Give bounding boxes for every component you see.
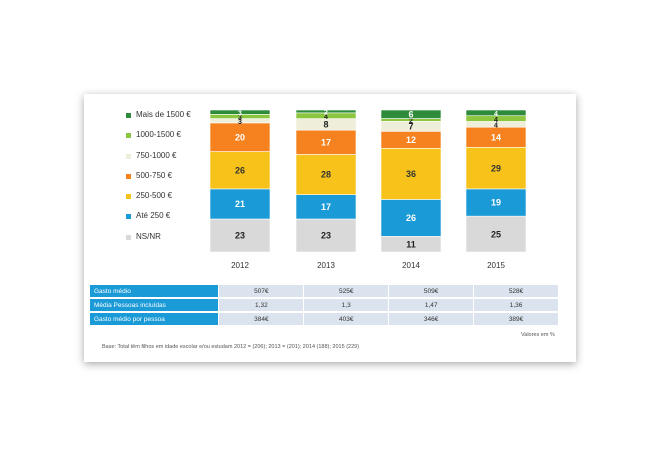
bar-segment — [380, 148, 442, 200]
bar-segment — [465, 109, 527, 117]
bar-segment — [209, 188, 271, 220]
bar-value-label: 11 — [406, 239, 416, 249]
bar-value-label: 8 — [323, 120, 328, 130]
bar-segment — [465, 188, 527, 217]
bar-value-label: 26 — [406, 213, 416, 223]
bar-value-label: 17 — [321, 137, 331, 147]
legend-swatch — [126, 234, 131, 240]
table-row: Gasto médio por pessoa 384€ 403€ 346€ 38… — [90, 313, 558, 325]
chart-card: 23 21 26 20 3 3 3 2012 23 17 28 17 8 4 2 2013 11 26 36 12 7 2… — [84, 94, 576, 362]
legend-label: Mais de 1500 € — [136, 110, 191, 119]
bar-segment — [295, 109, 357, 114]
bar-value-label: 6 — [408, 109, 413, 119]
bar-value-label: 2 — [409, 118, 413, 125]
summary-table: Gasto médio 507€ 525€ 509€ 528€ Média Pe… — [90, 283, 558, 327]
legend-swatch — [126, 113, 131, 118]
bar-value-label: 19 — [491, 198, 501, 208]
bar-segment — [295, 194, 357, 220]
bar-segment — [295, 154, 357, 195]
bar-value-label: 26 — [235, 165, 245, 175]
bar-value-label: 3 — [238, 115, 242, 122]
bar-value-label: 4 — [494, 111, 498, 118]
bar-segment — [209, 122, 271, 152]
table-cell: 528€ — [473, 285, 558, 297]
row-header: Média Pessoas incluídas — [90, 299, 219, 311]
bar-segment — [209, 109, 271, 115]
bar-value-label: 12 — [406, 135, 416, 145]
bar-value-label: 4 — [494, 123, 498, 130]
bar-value-label: 36 — [406, 169, 416, 179]
legend-swatch — [126, 194, 131, 200]
table-cell: 389€ — [473, 313, 558, 325]
legend-label: 250-500 € — [136, 191, 173, 201]
legend-swatch — [126, 153, 131, 159]
bar-value-label: 23 — [235, 231, 245, 241]
bar-value-label: 14 — [491, 132, 501, 142]
bar-value-label: 4 — [324, 114, 328, 121]
table-cell: 1,3 — [303, 299, 389, 311]
bar-segment — [295, 218, 357, 253]
row-header: Gasto médio por pessoa — [90, 313, 219, 325]
bar-segment — [465, 215, 527, 253]
table-cell: 509€ — [388, 285, 474, 297]
bar-value-label: 23 — [321, 231, 331, 241]
bar-segment — [465, 146, 527, 190]
legend-swatch — [126, 173, 131, 179]
row-header: Gasto médio — [90, 285, 219, 297]
bar-value-label: 4 — [494, 117, 498, 124]
units-note: Valores em % — [521, 332, 555, 338]
bar-value-label: 3 — [238, 110, 242, 117]
x-tick-label: 2012 — [231, 261, 249, 270]
table-cell: 346€ — [388, 313, 474, 325]
table-row: Gasto médio 507€ 525€ 509€ 528€ — [90, 285, 558, 297]
table-cell: 403€ — [303, 313, 389, 325]
bar-value-label: 28 — [321, 170, 331, 180]
legend-swatch — [126, 133, 131, 139]
legend-label: Até 250 € — [136, 211, 171, 221]
bar-value-label: 7 — [408, 122, 413, 132]
bar-value-label: 3 — [238, 119, 242, 126]
table-cell: 384€ — [218, 313, 304, 325]
bar-value-label: 20 — [235, 132, 245, 142]
table-cell: 1,36 — [473, 299, 558, 311]
table-cell: 1,32 — [218, 299, 304, 311]
bar-value-label: 21 — [235, 199, 245, 209]
bar-value-label: 25 — [491, 229, 501, 239]
bar-segment — [380, 109, 442, 119]
bar-segment — [295, 129, 357, 155]
bar-value-label: 29 — [491, 163, 501, 173]
table-cell: 1,47 — [388, 299, 474, 311]
legend-label: 750-1000 € — [136, 150, 177, 160]
legend-swatch — [126, 214, 131, 220]
legend-label: 500-750 € — [136, 170, 173, 180]
bar-segment — [380, 199, 442, 237]
x-tick-label: 2013 — [317, 261, 335, 270]
stacked-bar-chart: 2321262033320122317281784220131126361272… — [209, 109, 527, 270]
legend-label: NS/NR — [136, 231, 161, 241]
x-tick-label: 2014 — [402, 261, 420, 270]
bar-value-label: 17 — [321, 202, 331, 212]
base-note: Base: Total têm filhos em idade escolar … — [102, 344, 360, 350]
table-row: Média Pessoas incluídas 1,32 1,3 1,47 1,… — [90, 299, 558, 311]
bar-segment — [209, 218, 271, 253]
table-cell: 507€ — [218, 285, 304, 297]
x-tick-label: 2015 — [487, 261, 505, 270]
legend-label: 1000-1500 € — [136, 130, 181, 140]
bar-value-label: 2 — [324, 110, 328, 117]
table-cell: 525€ — [303, 285, 389, 297]
